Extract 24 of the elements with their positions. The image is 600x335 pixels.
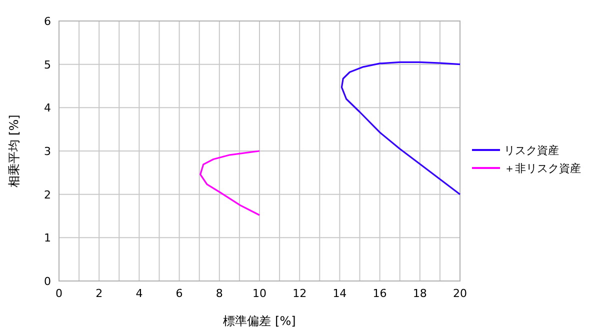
y-tick-label: 2: [44, 188, 51, 202]
y-tick-label: 5: [44, 58, 51, 72]
y-tick-label: 1: [44, 232, 51, 245]
x-tick-label: 14: [332, 287, 347, 300]
y-tick-label: 6: [44, 15, 51, 28]
y-tick-label: 0: [44, 275, 51, 288]
legend-label: ＋非リスク資産: [504, 162, 581, 175]
x-tick-label: 6: [176, 287, 183, 300]
x-tick-label: 4: [136, 287, 143, 300]
x-tick-label: 2: [96, 287, 103, 300]
line-series: [200, 150, 260, 216]
x-tick-label: 20: [453, 287, 467, 300]
line-series: [340, 61, 461, 196]
y-tick-label: 4: [44, 102, 51, 115]
y-axis-title: 相乗平均 [%]: [7, 114, 21, 188]
x-axis-title: 標準偏差 [%]: [223, 314, 296, 328]
y-tick-label: 3: [44, 145, 51, 158]
legend-label: リスク資産: [504, 144, 559, 157]
x-tick-label: 12: [292, 287, 307, 300]
x-tick-label: 0: [56, 287, 62, 300]
x-tick-label: 18: [412, 287, 427, 300]
x-tick-label: 8: [216, 287, 223, 300]
x-tick-label: 10: [252, 287, 266, 300]
x-tick-label: 16: [372, 287, 387, 300]
